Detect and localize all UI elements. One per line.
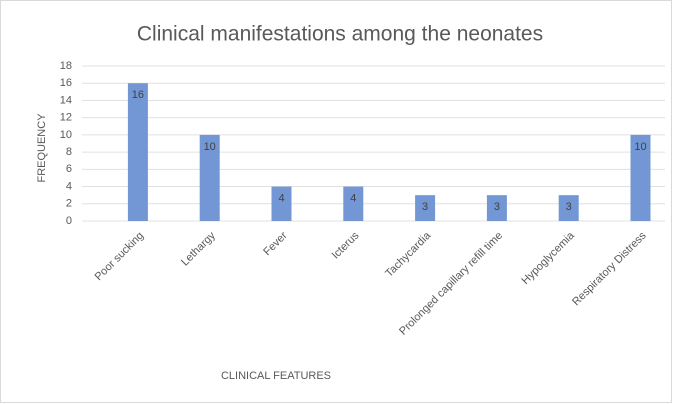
data-label: 10 [634, 141, 646, 153]
y-axis-label: FREQUENCY [36, 113, 48, 183]
data-label: 4 [350, 192, 356, 204]
x-axis-label: CLINICAL FEATURES [221, 370, 331, 382]
y-tick-label: 8 [66, 146, 72, 158]
bar [199, 134, 220, 221]
bar [343, 186, 364, 221]
y-tick-label: 2 [66, 198, 72, 210]
bar [127, 83, 148, 221]
bar [558, 195, 579, 221]
bar [271, 186, 292, 221]
bar [486, 195, 507, 221]
data-label: 3 [422, 201, 428, 213]
y-tick-label: 18 [60, 60, 72, 72]
y-tick-label: 10 [60, 129, 72, 141]
data-label: 10 [204, 141, 216, 153]
data-label: 3 [494, 201, 500, 213]
y-tick-label: 14 [60, 94, 72, 106]
y-tick-label: 0 [66, 215, 72, 227]
bar [415, 195, 436, 221]
chart-title: Clinical manifestations among the neonat… [137, 23, 543, 46]
y-tick-label: 16 [60, 77, 72, 89]
data-label: 3 [566, 201, 572, 213]
data-label: 4 [278, 192, 284, 204]
bar [630, 134, 651, 221]
y-tick-label: 12 [60, 112, 72, 124]
y-tick-label: 4 [66, 180, 72, 192]
y-tick-label: 6 [66, 163, 72, 175]
data-label: 16 [132, 89, 144, 101]
